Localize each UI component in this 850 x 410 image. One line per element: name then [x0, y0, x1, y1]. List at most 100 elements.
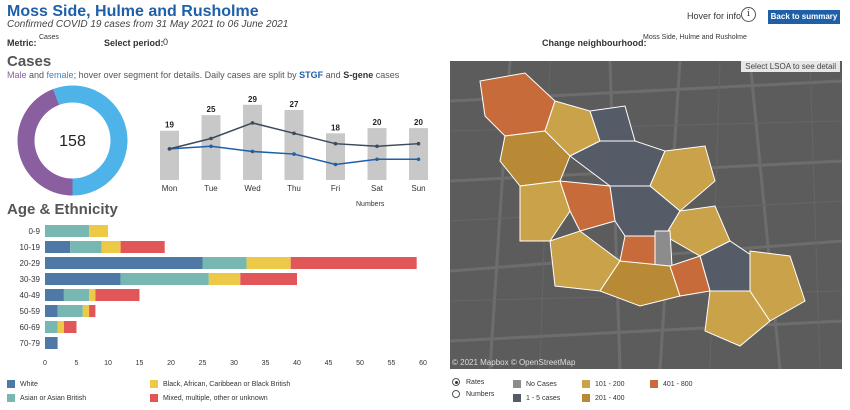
- daily-tick-label: Sat: [371, 184, 384, 193]
- age-bar-segment[interactable]: [82, 305, 90, 317]
- lsoa-region[interactable]: [749, 250, 806, 322]
- numbers-caption: Numbers: [356, 201, 385, 208]
- metric-select[interactable]: Cases: [39, 34, 59, 41]
- age-tick-label: 50-59: [20, 307, 41, 316]
- legend-swatch: [150, 394, 158, 402]
- line-point[interactable]: [209, 144, 213, 149]
- legend-label: Black, African, Caribbean or Black Briti…: [163, 380, 291, 388]
- age-bar-segment[interactable]: [89, 225, 108, 237]
- numbers-radio[interactable]: Numbers: [452, 390, 494, 398]
- page-title: Moss Side, Hulme and Rusholme: [7, 3, 259, 20]
- lsoa-region[interactable]: [704, 290, 771, 347]
- legend-item-101-200: 101 - 200: [582, 380, 625, 388]
- age-bar-segment[interactable]: [290, 257, 417, 269]
- legend-label: No Cases: [526, 380, 557, 388]
- lsoa-region[interactable]: [649, 145, 716, 212]
- age-bar-segment[interactable]: [45, 337, 58, 349]
- age-x-tick-label: 0: [43, 360, 47, 367]
- daily-bar-label: 20: [373, 118, 382, 127]
- age-bar-segment[interactable]: [246, 257, 291, 269]
- period-label: Select period:: [104, 38, 164, 48]
- age-bar-segment[interactable]: [45, 241, 71, 253]
- legend-swatch: [650, 380, 658, 388]
- daily-tick-label: Wed: [244, 184, 260, 193]
- age-bar-segment[interactable]: [89, 305, 96, 317]
- age-bar-segment[interactable]: [70, 241, 102, 253]
- line-point[interactable]: [416, 157, 421, 162]
- line-point[interactable]: [416, 141, 421, 146]
- daily-cases-chart[interactable]: 19 Mon 25 Tue 29 Wed 27 Thu 18 Fri 20 Sat 20 Sun: [150, 85, 430, 197]
- daily-bar[interactable]: [243, 104, 262, 180]
- age-tick-label: 0-9: [28, 227, 40, 236]
- line-point[interactable]: [375, 144, 379, 149]
- daily-bar[interactable]: [284, 109, 304, 180]
- neighbourhood-select[interactable]: Moss Side, Hulme and Rusholme: [643, 34, 747, 41]
- age-bar-segment[interactable]: [45, 305, 58, 317]
- age-bar-segment[interactable]: [63, 321, 77, 333]
- lsoa-region[interactable]: [669, 255, 711, 297]
- lsoa-region[interactable]: [519, 180, 571, 242]
- period-select[interactable]: 0: [163, 37, 169, 47]
- age-bar-segment[interactable]: [208, 273, 241, 285]
- daily-bar[interactable]: [409, 128, 428, 180]
- desc-mid: ; hover over segment for details. Daily …: [73, 70, 300, 80]
- map-instruction: Select LSOA to see detail: [741, 61, 840, 72]
- age-legend-white: White: [7, 380, 38, 388]
- daily-bar-label: 20: [414, 118, 423, 127]
- desc-sgene: S-gene: [343, 70, 374, 80]
- donut-slice-male[interactable]: [17, 88, 73, 196]
- lsoa-region[interactable]: [559, 180, 616, 232]
- lsoa-region[interactable]: [599, 260, 681, 307]
- age-bar-segment[interactable]: [45, 257, 203, 269]
- age-bar-segment[interactable]: [45, 273, 121, 285]
- age-tick-label: 20-29: [20, 259, 41, 268]
- lsoa-region[interactable]: [654, 230, 673, 267]
- daily-bar-label: 29: [248, 95, 257, 104]
- line-point[interactable]: [250, 149, 255, 154]
- line-point[interactable]: [209, 136, 213, 141]
- radio-unselected-icon[interactable]: [452, 390, 460, 398]
- desc-female: female: [46, 70, 74, 80]
- hover-info-label: Hover for info: [687, 11, 742, 21]
- back-to-summary-button[interactable]: Back to summary: [768, 10, 840, 24]
- line-point[interactable]: [250, 121, 255, 125]
- lsoa-map[interactable]: Select LSOA to see detail © 2021 Mapbox …: [450, 61, 842, 369]
- age-bar-segment[interactable]: [120, 273, 209, 285]
- donut-total: 158: [59, 133, 86, 150]
- info-icon[interactable]: i: [741, 7, 756, 22]
- daily-bar[interactable]: [160, 130, 179, 180]
- rates-radio[interactable]: Rates: [452, 378, 484, 386]
- line-point[interactable]: [292, 152, 296, 156]
- gender-donut-chart[interactable]: 158: [15, 83, 130, 198]
- map-canvas[interactable]: [450, 61, 842, 369]
- age-heading: Age & Ethnicity: [7, 201, 118, 218]
- line-point[interactable]: [375, 157, 379, 162]
- age-ethnicity-chart[interactable]: 0-9 10-19 20-29 30-39 40-49 50-59 60-69 70-79 0 5…: [0, 222, 440, 410]
- age-bar-segment[interactable]: [89, 289, 96, 301]
- line-point[interactable]: [292, 131, 296, 136]
- daily-bar-label: 25: [207, 105, 216, 114]
- age-bar-segment[interactable]: [95, 289, 140, 301]
- line-point[interactable]: [333, 141, 338, 146]
- age-bar-segment[interactable]: [202, 257, 247, 269]
- line-point[interactable]: [333, 162, 338, 167]
- legend-item-1-5: 1 - 5 cases: [513, 394, 560, 402]
- age-bar-segment[interactable]: [45, 289, 64, 301]
- age-bar-segment[interactable]: [240, 273, 297, 285]
- age-bar-segment[interactable]: [45, 321, 58, 333]
- age-bar-segment[interactable]: [63, 289, 90, 301]
- line-point[interactable]: [167, 147, 172, 151]
- age-x-tick-label: 5: [75, 360, 79, 367]
- age-bar-segment[interactable]: [57, 305, 83, 317]
- age-bar-segment[interactable]: [57, 321, 64, 333]
- desc-stgf: STGF: [299, 70, 324, 80]
- daily-bar[interactable]: [367, 128, 387, 180]
- age-bar-segment[interactable]: [45, 225, 90, 237]
- age-x-tick-label: 15: [136, 360, 144, 367]
- donut-slice-female[interactable]: [53, 85, 128, 196]
- age-bar-segment[interactable]: [120, 241, 165, 253]
- rates-label: Rates: [466, 378, 485, 386]
- daily-bar[interactable]: [326, 133, 345, 180]
- radio-selected-icon[interactable]: [452, 378, 460, 386]
- age-bar-segment[interactable]: [101, 241, 121, 253]
